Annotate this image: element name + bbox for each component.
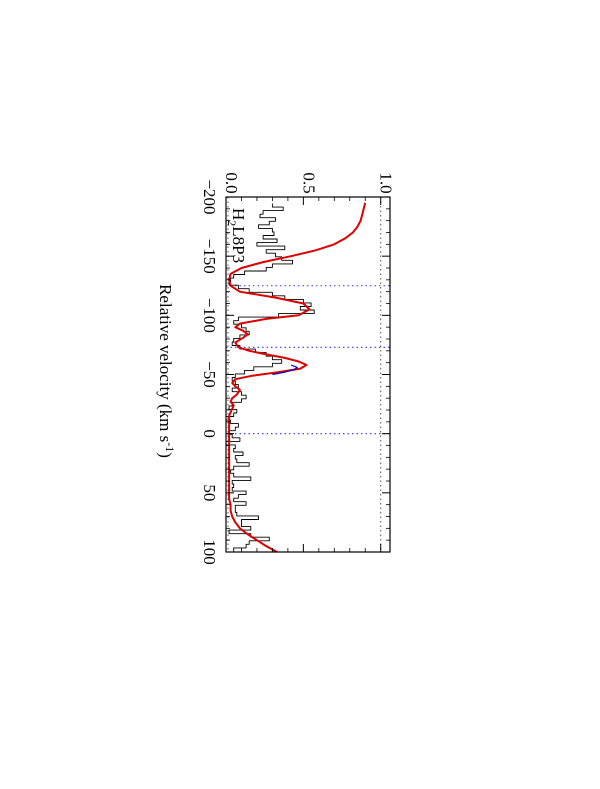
x-tick-label-1: −150	[200, 239, 219, 274]
component-profile	[272, 364, 298, 376]
x-axis-title: Relative velocity (km s-1)	[156, 284, 177, 458]
y-tick-label-text-1: 0.5	[299, 172, 318, 193]
y-tick-label-text-0: 0.0	[222, 172, 241, 193]
y-tick-label-1: 0.5	[299, 172, 318, 193]
x-tick-label-3: −50	[200, 361, 219, 388]
y-tick-label-text-2: 1.0	[377, 172, 396, 193]
observed-spectrum	[225, 203, 315, 552]
line-annotation: H2L8P3	[225, 208, 248, 263]
x-tick-label-4: 0	[200, 429, 219, 438]
svg-text:H2L8P3: H2L8P3	[225, 208, 248, 263]
annotation-tail: L8P3	[229, 226, 248, 263]
x-tick-label-text-1: −150	[200, 239, 219, 274]
x-axis-label-sup: -1	[163, 442, 177, 452]
x-tick-label-text-5: 50	[200, 484, 219, 501]
y-tick-label-2: 1.0	[377, 172, 396, 193]
plot-frame	[225, 196, 391, 553]
x-tick-label-5: 50	[200, 484, 219, 501]
x-axis-label-text: Relative velocity (km s	[156, 284, 175, 442]
annotation-main: H	[229, 208, 248, 220]
x-tick-label-text-6: 100	[200, 539, 219, 565]
x-tick-label-text-4: 0	[200, 429, 219, 438]
x-tick-label-text-3: −50	[200, 361, 219, 388]
y-tick-label-0: 0.0	[222, 172, 241, 193]
tick-labels: −200 −150 −100 −50 0 50 100 0.0 0.5 1.0	[200, 172, 396, 564]
axis-ticks	[225, 196, 390, 553]
reference-lines	[226, 197, 390, 552]
annotation-sub: 2	[225, 220, 239, 226]
model-fit-line	[228, 202, 367, 553]
series-group	[225, 202, 367, 553]
x-tick-label-6: 100	[200, 539, 219, 565]
svg-text:Relative velocity (km s-1): Relative velocity (km s-1)	[156, 284, 177, 458]
x-axis-label-tail: )	[156, 452, 175, 458]
x-tick-label-text-0: −200	[200, 179, 219, 214]
x-tick-label-text-2: −100	[200, 298, 219, 333]
x-tick-label-0: −200	[200, 179, 219, 214]
x-tick-label-2: −100	[200, 298, 219, 333]
